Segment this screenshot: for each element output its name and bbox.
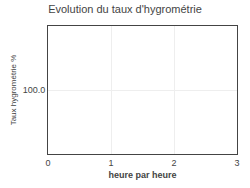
svg-text:1: 1 bbox=[108, 158, 113, 168]
svg-text:3: 3 bbox=[234, 158, 239, 168]
svg-text:Taux hygrométrie %: Taux hygrométrie % bbox=[9, 55, 18, 126]
svg-text:Evolution du taux d'hygrométri: Evolution du taux d'hygrométrie bbox=[48, 3, 202, 15]
svg-text:heure par heure: heure par heure bbox=[108, 170, 176, 180]
svg-text:2: 2 bbox=[171, 158, 176, 168]
svg-text:100.0: 100.0 bbox=[23, 85, 46, 95]
svg-text:0: 0 bbox=[45, 158, 50, 168]
